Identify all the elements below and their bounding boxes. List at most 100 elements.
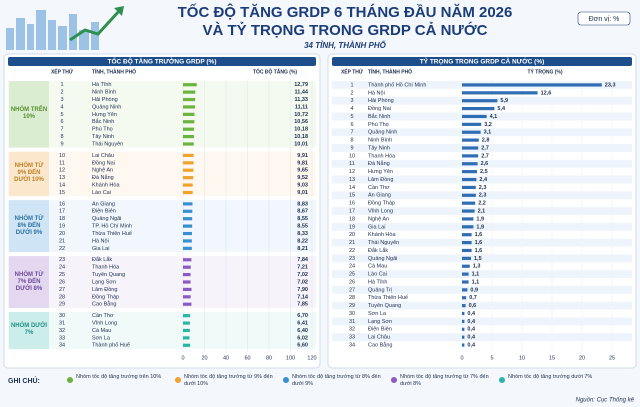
group-band [8, 151, 316, 197]
value-label: 10,72 [294, 112, 308, 118]
province: Đồng Tháp [368, 201, 395, 207]
province: Đồng Nai [368, 106, 391, 112]
legend-marker [391, 377, 397, 383]
rank: 9 [60, 141, 63, 147]
province: Cần Thơ [368, 185, 390, 191]
rank: 21 [349, 240, 355, 246]
bar [462, 83, 602, 87]
province: Điện Biên [368, 327, 392, 333]
bar [183, 112, 195, 116]
row-band [332, 301, 632, 310]
province: Sơn La [368, 311, 387, 317]
value-label: 1,9 [476, 216, 484, 222]
province: Lai Châu [368, 335, 390, 341]
value-label: 12,6 [541, 90, 552, 96]
rank: 17 [59, 209, 65, 215]
province: Thừa Thiên Huế [92, 231, 132, 237]
province: Thái Nguyên [92, 141, 123, 147]
bar [462, 138, 479, 142]
value-label: 2,1 [478, 209, 486, 215]
legend-item: Nhóm tốc độ tăng trưởng từ 9% đến dưới 1… [184, 374, 273, 387]
province: Sơn La [92, 335, 111, 341]
rank: 24 [349, 264, 355, 270]
province: An Giang [92, 201, 115, 207]
value-label: 8,83 [297, 201, 308, 207]
column-header: TỈNH, THÀNH PHỐ [368, 68, 412, 75]
skyline [6, 6, 124, 50]
province: Cà Mau [92, 328, 111, 334]
rank: 2 [60, 90, 63, 96]
value-label: 8,55 [297, 224, 308, 230]
row-band [332, 159, 632, 168]
value-label: 1,6 [475, 248, 483, 254]
province: Hải Phòng [92, 97, 118, 103]
bar [183, 224, 193, 228]
value-label: 10,01 [294, 141, 308, 147]
value-label: 0,4 [467, 343, 476, 349]
bar [183, 328, 190, 333]
bar [183, 142, 194, 146]
value-label: 0,9 [470, 287, 478, 293]
legend-item-box: Nhóm tốc độ tăng trưởng trên 10% [76, 374, 161, 380]
province: Hưng Yên [92, 112, 117, 118]
bar [462, 280, 469, 284]
legend-marker [175, 377, 181, 383]
value-label: 12,79 [294, 82, 308, 88]
bar [462, 122, 482, 126]
row-band [332, 270, 632, 279]
province: Hà Tĩnh [368, 279, 387, 285]
province: Lào Cai [92, 190, 111, 196]
bar [183, 153, 194, 158]
rank: 1 [60, 82, 63, 88]
value-label: 8,21 [297, 246, 308, 252]
group-label: NHÓM TỪ 9% ĐẾN DƯỚI 10% [14, 163, 44, 184]
value-label: 0,4 [467, 311, 476, 317]
rank: 18 [59, 216, 65, 222]
province: Lạng Sơn [92, 279, 116, 285]
panel-header [8, 57, 316, 66]
value-label: 0,4 [467, 327, 476, 333]
province: Quảng Ninh [368, 130, 397, 136]
rank: 17 [349, 209, 355, 215]
legend-item: Nhóm tốc độ tăng trưởng dưới 7% [508, 374, 593, 380]
legend-item-box: Nhóm tốc độ tăng trưởng từ 8% đến dưới 9… [292, 374, 381, 387]
value-label: 1,5 [474, 256, 482, 262]
bar [183, 246, 192, 250]
legend-marker [499, 377, 505, 383]
row-band [332, 128, 632, 137]
bar [462, 296, 467, 300]
province: Thành phố Hồ Chí Minh [368, 82, 426, 88]
value-label: 3,2 [484, 122, 492, 128]
value-label: 7,02 [297, 272, 308, 278]
bar [462, 288, 468, 292]
province: Bắc Ninh [368, 113, 390, 120]
province: Đắk Lắk [92, 256, 112, 263]
value-label: 8,67 [297, 209, 308, 215]
value-label: 6,41 [297, 321, 308, 327]
x-tick-label: 0 [460, 355, 463, 361]
row-band [332, 254, 632, 263]
value-label: 2,7 [481, 145, 489, 151]
row-band [332, 207, 632, 215]
province: Tây Ninh [92, 134, 114, 140]
x-tick-label: 5 [490, 355, 493, 361]
rank: 10 [59, 153, 65, 159]
value-label: 1,9 [476, 224, 484, 230]
group-band [8, 311, 316, 349]
bar [183, 168, 194, 172]
rank: 32 [59, 328, 65, 334]
value-label: 9,81 [297, 160, 308, 166]
province: An Giang [368, 193, 391, 199]
province: Cần Thơ [92, 313, 114, 319]
value-label: 8,22 [297, 238, 308, 244]
bar [462, 209, 475, 213]
province: Thái Nguyên [368, 240, 399, 246]
rank: 3 [60, 97, 63, 103]
value-label: 0,6 [469, 303, 477, 309]
value-label: 10,18 [294, 134, 308, 140]
rank: 25 [59, 272, 65, 278]
rank: 2 [350, 90, 353, 96]
bar [462, 256, 471, 260]
source: Nguồn: Cục Thống kê [576, 397, 635, 404]
